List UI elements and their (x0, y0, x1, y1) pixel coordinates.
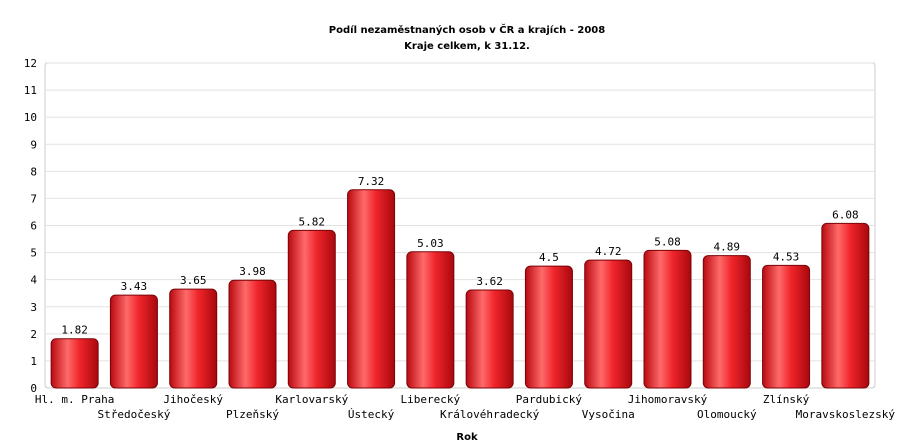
x-tick-label: Zlínský (763, 393, 810, 406)
x-tick-label: Jihočeský (163, 393, 223, 406)
y-tick-label: 4 (30, 274, 37, 287)
bar[interactable] (524, 265, 573, 389)
y-tick-label: 0 (30, 382, 37, 395)
y-tick-label: 5 (30, 247, 37, 260)
data-label: 4.53 (773, 250, 800, 263)
bar[interactable] (643, 249, 692, 389)
data-label: 4.72 (595, 245, 622, 258)
data-label: 3.65 (180, 274, 207, 287)
bar[interactable] (821, 222, 870, 389)
y-tick-label: 11 (24, 84, 37, 97)
x-tick-label: Olomoucký (697, 408, 757, 421)
data-label: 5.03 (417, 237, 444, 250)
chart-subtitle: Kraje celkem, k 31.12. (404, 41, 530, 52)
data-label: 5.82 (299, 215, 326, 228)
bars: 1.82 3.43 3.65 3.98 5.82 7.32 5.03 3.62 4.5 4.72 5… (50, 175, 870, 389)
data-label: 6.08 (832, 208, 859, 221)
bar[interactable] (584, 259, 633, 389)
x-tick-label: Hl. m. Praha (35, 393, 114, 406)
x-tick-label: Středočeský (97, 408, 170, 421)
data-label: 7.32 (358, 175, 385, 188)
y-tick-label: 6 (30, 220, 37, 233)
chart-title: Podíl nezaměstnaných osob v ČR a krajích… (329, 23, 605, 36)
y-tick-label: 7 (30, 192, 37, 205)
y-tick-label: 1 (30, 355, 37, 368)
x-tick-label: Jihomoravský (628, 393, 708, 406)
x-tick-label: Moravskoslezský (796, 408, 896, 421)
data-label: 4.5 (539, 251, 559, 264)
data-label: 5.08 (654, 235, 681, 248)
y-tick-label: 12 (24, 57, 37, 70)
bar[interactable] (465, 289, 514, 389)
bar[interactable] (762, 264, 811, 389)
bar[interactable] (50, 338, 99, 389)
bar[interactable] (169, 288, 218, 389)
bar[interactable] (228, 279, 277, 389)
x-tick-label: Královéhradecký (440, 408, 540, 421)
data-label: 1.82 (61, 324, 88, 337)
y-tick-label: 10 (24, 111, 37, 124)
data-label: 3.98 (239, 265, 266, 278)
y-tick-label: 9 (30, 138, 37, 151)
y-tick-label: 8 (30, 165, 37, 178)
x-tick-label: Plzeňský (226, 408, 279, 421)
data-label: 4.89 (714, 241, 741, 254)
y-tick-label: 2 (30, 328, 37, 341)
bar[interactable] (406, 251, 455, 389)
x-tick-label: Liberecký (401, 393, 461, 406)
x-axis-title: Rok (456, 432, 478, 443)
y-tick-label: 3 (30, 301, 37, 314)
bar[interactable] (287, 229, 336, 389)
x-tick-label: Karlovarský (275, 393, 348, 406)
data-label: 3.43 (121, 280, 148, 293)
bar[interactable] (109, 294, 158, 389)
x-tick-label: Pardubický (516, 393, 583, 406)
bar[interactable] (702, 255, 751, 389)
bar[interactable] (347, 189, 396, 389)
data-label: 3.62 (476, 275, 503, 288)
x-tick-label: Ústecký (348, 408, 395, 421)
x-axis-labels: Hl. m. Praha Středočeský JihočeskýPlzeňský… (35, 393, 896, 421)
x-tick-label: Vysočina (582, 408, 635, 421)
